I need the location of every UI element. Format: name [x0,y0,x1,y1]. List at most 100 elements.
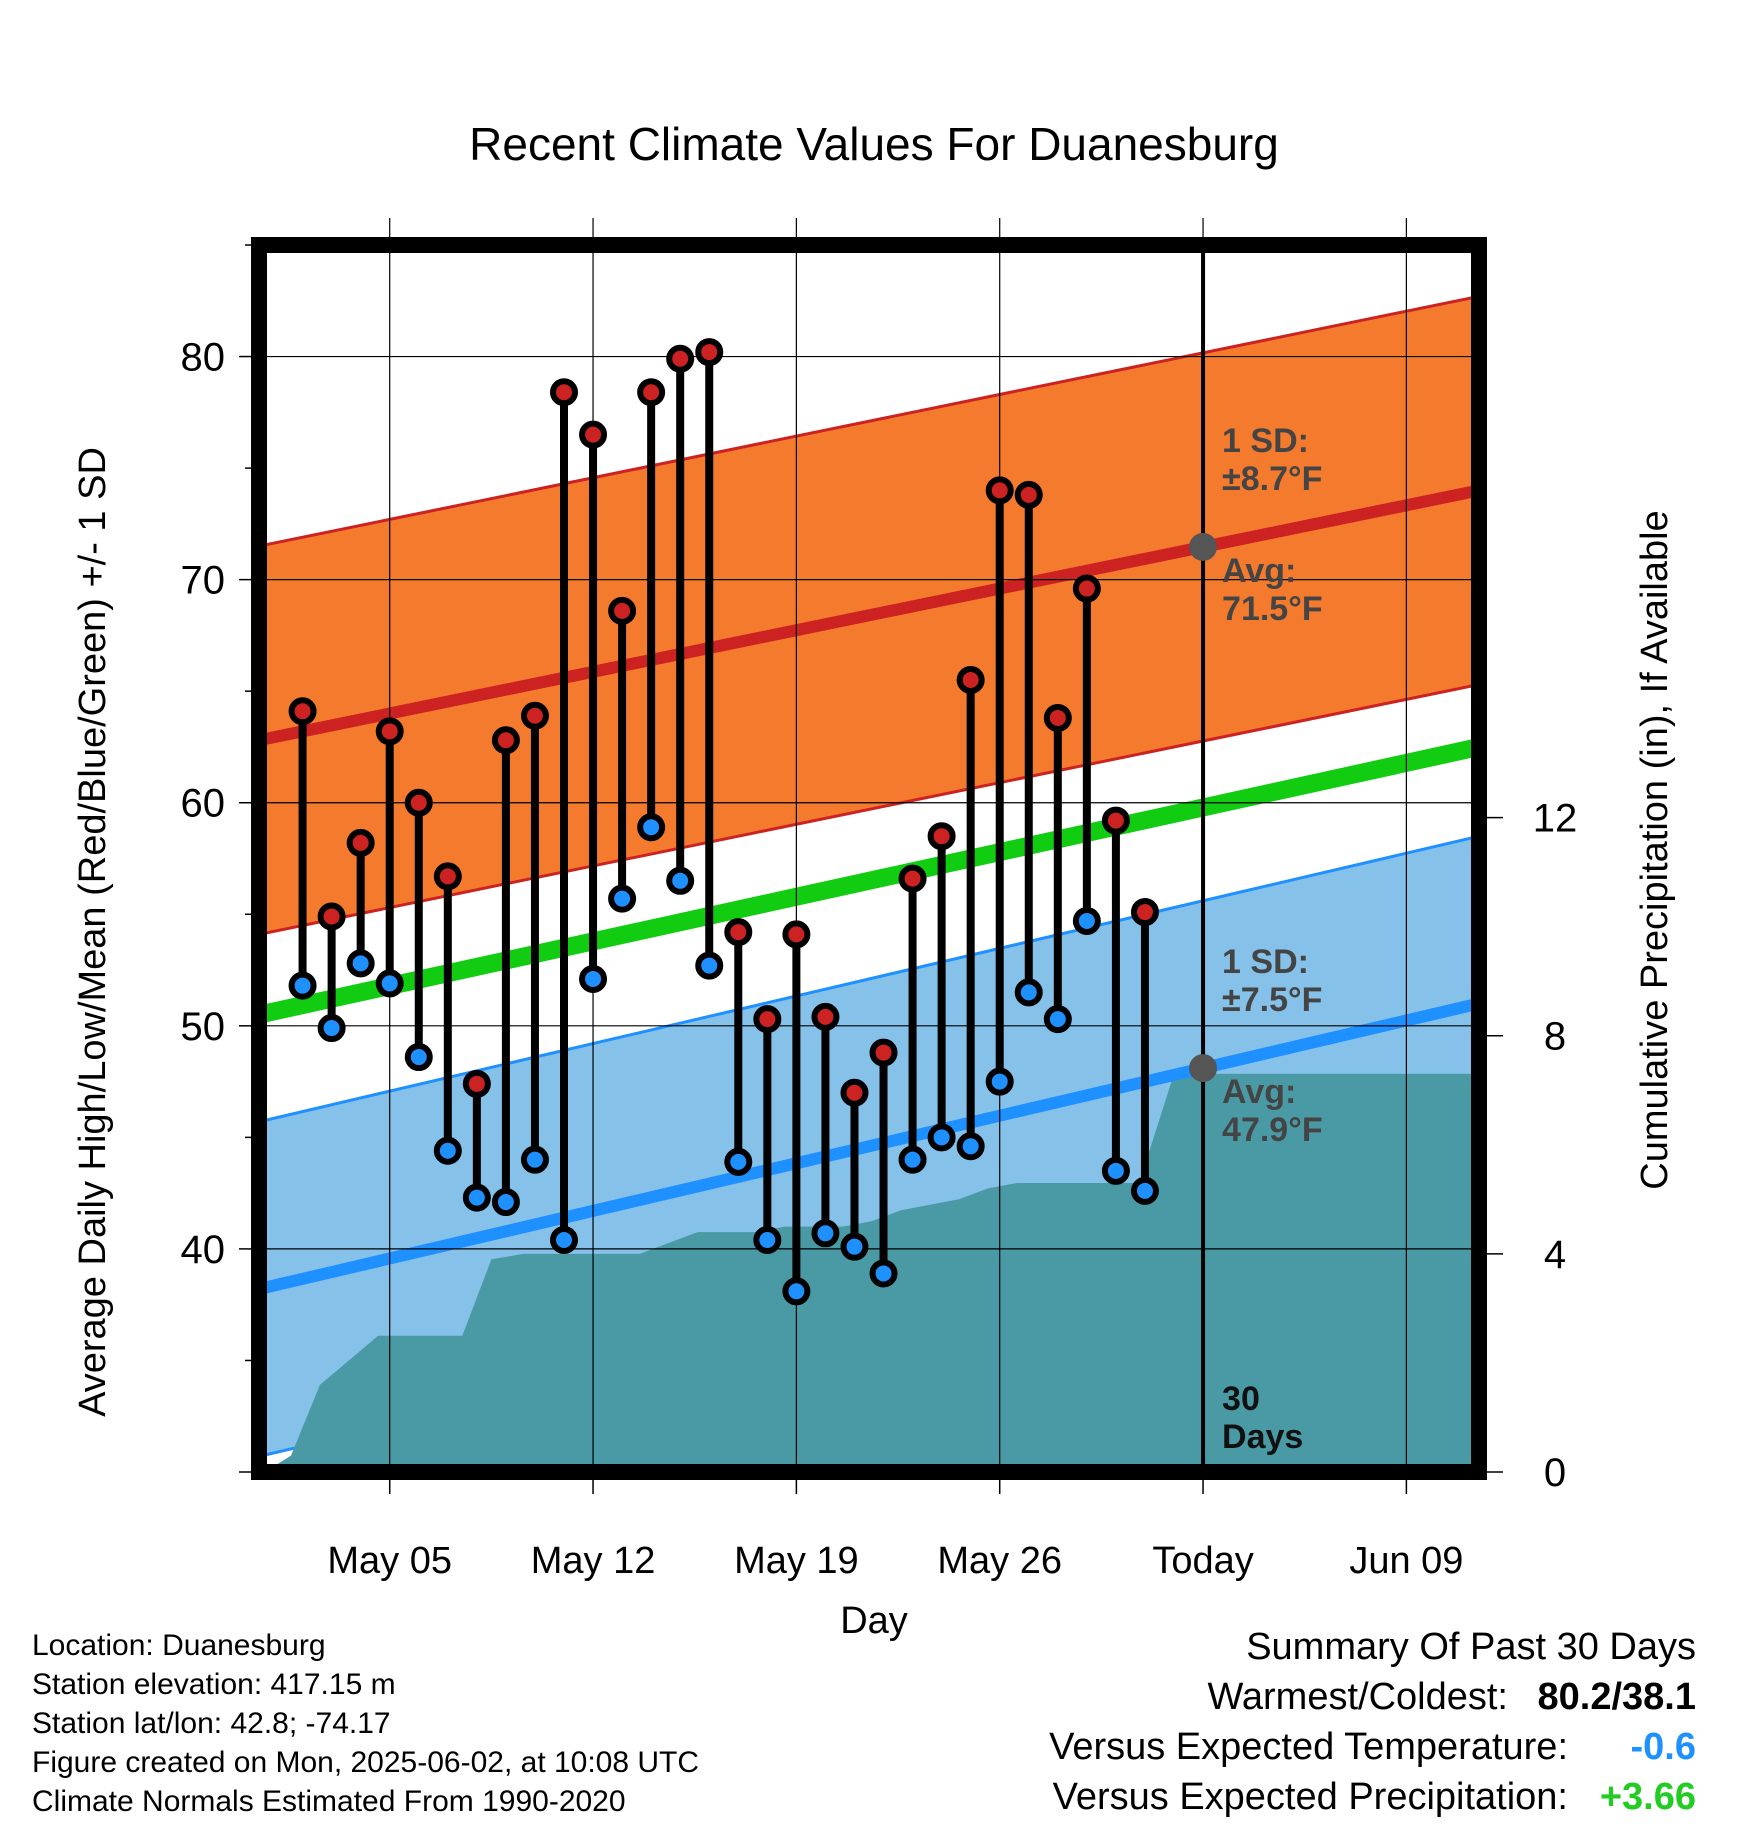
daily-high-point [317,902,346,931]
daily-low-point [811,1219,840,1248]
summary-precip-value: +3.66 [1599,1776,1696,1818]
daily-high-point [491,726,520,755]
daily-low-point [637,813,666,842]
daily-low-point [927,1123,956,1152]
normal-low-line [259,997,1479,1295]
created-text: Figure created on Mon, 2025-06-02, at 10… [32,1746,700,1779]
daily-low-point [433,1136,462,1165]
daily-high-point [1101,806,1130,835]
normal-mean-line [259,738,1479,1024]
summary-temp-label: Versus Expected Temperature: [1049,1726,1568,1768]
daily-high-point [404,788,433,817]
precipitation-area [259,1073,1479,1472]
location-text: Location: Duanesburg [32,1629,326,1662]
plot-content [259,245,1479,1472]
low-avg-value: 47.9°F [1222,1111,1323,1149]
y-axis-label: Average Daily High/Low/Mean (Red/Blue/Gr… [72,447,114,1417]
daily-high-point [579,420,608,449]
daily-low-point [520,1145,549,1174]
daily-low-point [898,1145,927,1174]
daily-low-point [1072,906,1101,935]
normals-text: Climate Normals Estimated From 1990-2020 [32,1785,626,1818]
daily-low-point [695,951,724,980]
x-axis-label: Day [840,1600,908,1642]
daily-high-point [462,1069,491,1098]
y-tick-label: 70 [181,559,226,603]
summary-warmest-value: 80.2/38.1 [1537,1676,1696,1718]
summary-warmest-row: Warmest/Coldest: 80.2/38.1 [796,1672,1696,1722]
daily-high-point [375,717,404,746]
daily-high-point [927,822,956,851]
daily-low-point [724,1147,753,1176]
daily-high-point [840,1078,869,1107]
daily-low-point [1101,1156,1130,1185]
daily-low-point [956,1132,985,1161]
low-sd-upper-edge [259,834,1479,1124]
x-tick-label: May 05 [327,1540,452,1582]
station-info: Location: Duanesburg Station elevation: … [32,1626,699,1821]
low-sd-label: 1 SD: [1222,943,1309,981]
daily-high-point [666,344,695,373]
y2-tick-label: 8 [1544,1015,1566,1059]
high-avg-label: Avg: [1222,552,1296,590]
x-tick-label: May 26 [937,1540,1062,1582]
days-word-label: Days [1222,1418,1303,1456]
daily-low-point [869,1259,898,1288]
x-tick-label: Jun 09 [1349,1540,1463,1582]
daily-high-point [1130,898,1159,927]
daily-high-point [1072,574,1101,603]
high-sd-lower-edge [259,683,1479,936]
y2-tick-label: 12 [1533,797,1578,841]
high-sd-label: 1 SD: [1222,422,1309,460]
daily-high-point [811,1002,840,1031]
latlon-text: Station lat/lon: 42.8; -74.17 [32,1707,391,1740]
y2-axis-label: Cumulative Precipitation (in), If Availa… [1634,510,1676,1189]
x-tick-label: May 19 [734,1540,859,1582]
y-tick-label: 40 [181,1228,226,1272]
daily-high-point [985,476,1014,505]
daily-high-point [695,338,724,367]
daily-low-point [317,1014,346,1043]
daily-low-point [375,969,404,998]
daily-low-point [579,964,608,993]
normal-high-line [259,484,1479,747]
daily-low-point [985,1067,1014,1096]
daily-low-point [288,971,317,1000]
summary-precip-row: Versus Expected Precipitation: +3.66 [796,1772,1696,1822]
summary-warmest-label: Warmest/Coldest: [1207,1676,1508,1718]
daily-low-point [550,1225,578,1254]
summary-title: Summary Of Past 30 Days [1246,1626,1696,1668]
daily-high-point [637,378,666,407]
high-sd-value: ±8.7°F [1222,460,1322,498]
daily-high-point [1043,703,1072,732]
chart-title: Recent Climate Values For Duanesburg [469,118,1279,170]
summary-temp-value: -0.6 [1630,1726,1696,1768]
x-tick-label: May 12 [531,1540,656,1582]
plot-frame [251,237,1487,1480]
y2-tick-label: 4 [1544,1233,1566,1277]
daily-low-point [753,1225,782,1254]
daily-low-point [782,1277,811,1306]
high-sd-upper-edge [259,294,1479,548]
daily-low-point [840,1232,869,1261]
daily-high-point [433,862,462,891]
daily-low-point [491,1188,520,1217]
daily-high-point [288,697,317,726]
high-avg-value: 71.5°F [1222,590,1323,628]
y-tick-label: 60 [181,782,226,826]
daily-low-point [666,866,695,895]
y2-tick-label: 0 [1544,1451,1566,1495]
daily-low-point [346,949,375,978]
summary-temp-row: Versus Expected Temperature: -0.6 [796,1722,1696,1772]
daily-high-point [724,918,753,947]
y-tick-label: 80 [181,336,226,380]
low-sd-value: ±7.5°F [1222,981,1322,1019]
daily-low-point [404,1043,433,1072]
daily-high-point [346,828,375,857]
daily-high-point [608,596,637,625]
y-tick-label: 50 [181,1005,226,1049]
daily-low-point [1130,1176,1159,1205]
low-avg-label: Avg: [1222,1073,1296,1111]
daily-high-point [956,666,985,695]
